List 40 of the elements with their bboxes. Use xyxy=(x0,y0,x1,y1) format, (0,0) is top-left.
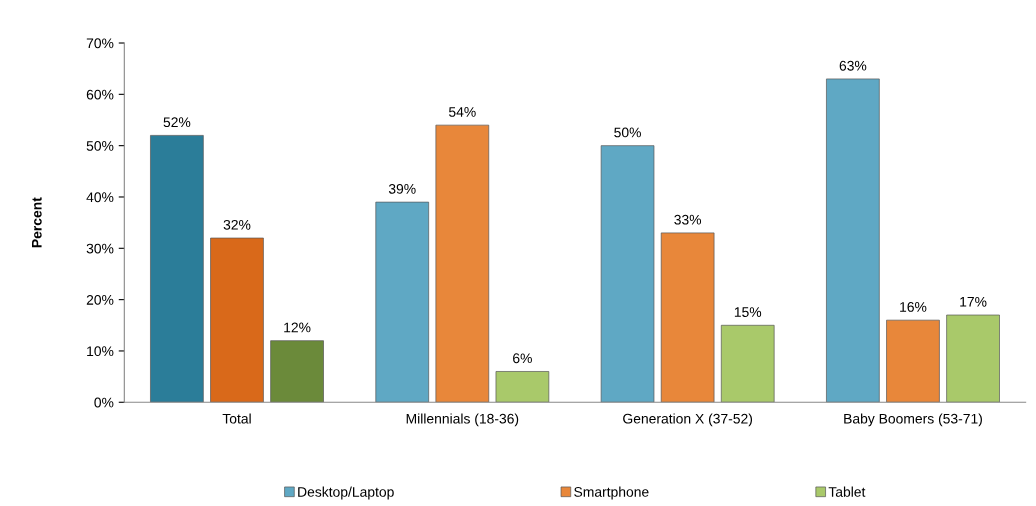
y-tick-label: 60% xyxy=(86,89,114,100)
x-tick-label: Total xyxy=(222,413,251,424)
bar xyxy=(720,324,775,403)
legend-label: Tablet xyxy=(828,486,866,497)
bar xyxy=(210,237,264,403)
data-label: 50% xyxy=(614,127,641,138)
y-tick-label: 20% xyxy=(86,294,114,305)
bar xyxy=(270,340,324,403)
bar xyxy=(946,314,1000,403)
data-label: 6% xyxy=(513,353,532,364)
bar xyxy=(495,371,550,403)
y-tick-label: 40% xyxy=(86,192,114,203)
y-tick-label: 50% xyxy=(86,140,114,151)
data-label: 12% xyxy=(284,322,311,333)
bar xyxy=(660,232,715,403)
data-label: 39% xyxy=(388,183,416,194)
y-tick-label: 70% xyxy=(86,38,114,49)
data-label: 33% xyxy=(674,214,702,225)
legend-label: Desktop/Laptop xyxy=(298,486,394,500)
bar xyxy=(826,78,880,403)
data-label: 16% xyxy=(900,302,927,312)
data-label: 52% xyxy=(163,117,191,128)
data-label: 32% xyxy=(223,219,251,230)
data-label: 17% xyxy=(960,296,987,307)
x-tick-label: Baby Boomers (53-71) xyxy=(844,413,982,427)
bar xyxy=(150,135,204,403)
y-tick-label: 0% xyxy=(94,397,114,408)
bar xyxy=(600,145,655,403)
y-axis-title: Percent xyxy=(32,197,42,248)
bar xyxy=(375,201,430,403)
x-tick-label: Millennials (18-36) xyxy=(406,413,519,427)
y-tick-label: 10% xyxy=(87,346,114,357)
x-tick-label: Generation X (37-52) xyxy=(623,413,753,427)
data-label: 15% xyxy=(734,307,762,317)
y-tick-label: 30% xyxy=(86,243,114,254)
data-label: 54% xyxy=(448,107,476,117)
bar xyxy=(886,319,940,403)
bar xyxy=(435,124,490,403)
legend-label: Smartphone xyxy=(574,486,649,500)
data-label: 63% xyxy=(839,60,867,71)
